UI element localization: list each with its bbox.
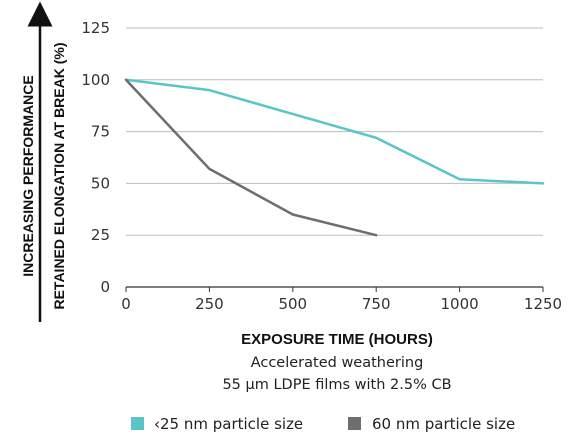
series-group <box>124 78 545 237</box>
y-tick-label: 25 <box>91 226 110 244</box>
legend-label-25nm: ‹25 nm particle size <box>154 415 303 433</box>
x-axis-label: EXPOSURE TIME (HOURS) <box>241 331 433 348</box>
x-tick-label: 1000 <box>441 295 479 313</box>
y-tick-label: 75 <box>91 123 110 141</box>
subtitle-line-1: Accelerated weathering <box>251 355 424 371</box>
y-tick-label: 100 <box>81 71 110 89</box>
y-tick-label: 125 <box>81 19 110 37</box>
legend-label-60nm: 60 nm particle size <box>372 415 515 433</box>
y-tick-label: 50 <box>91 174 110 192</box>
legend-swatch-60nm <box>348 417 361 430</box>
subtitle-line-2: 55 µm LDPE films with 2.5% CB <box>222 377 451 393</box>
x-tick-label: 500 <box>278 295 307 313</box>
x-tick-label: 250 <box>195 295 224 313</box>
y-axis-label: RETAINED ELONGATION AT BREAK (%) <box>51 42 67 309</box>
legend: ‹25 nm particle size 60 nm particle size <box>131 415 515 433</box>
legend-swatch-25nm <box>131 417 144 430</box>
series-line-1 <box>124 78 378 237</box>
series-line-0 <box>124 78 545 185</box>
x-tick-label: 0 <box>121 295 131 313</box>
x-tick-label: 1250 <box>524 295 562 313</box>
y-axis-outer-label: INCREASING PERFORMANCE <box>20 75 36 276</box>
grid-lines <box>126 27 543 236</box>
y-tick-label: 0 <box>100 278 110 296</box>
x-tick-label: 750 <box>362 295 391 313</box>
